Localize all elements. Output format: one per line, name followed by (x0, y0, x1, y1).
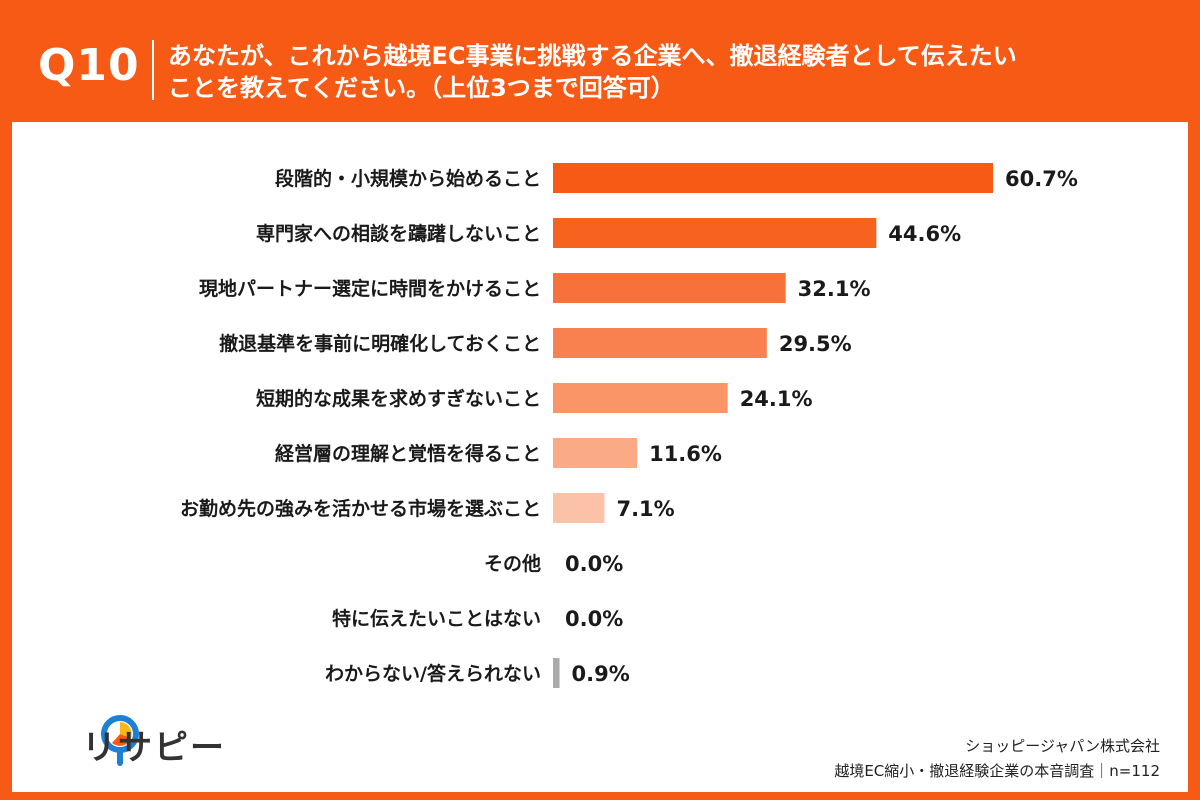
value-label: 0.9% (572, 662, 630, 686)
bar (553, 163, 993, 193)
value-label: 29.5% (779, 332, 852, 356)
value-label: 32.1% (798, 277, 871, 301)
company-name: ショッピージャパン株式会社 (965, 737, 1160, 755)
value-label: 7.1% (616, 497, 674, 521)
bar (553, 493, 605, 523)
bar (553, 273, 786, 303)
bar (553, 383, 728, 413)
bar (553, 328, 767, 358)
category-label: その他 (484, 552, 541, 575)
question-line-2: ことを教えてください。（上位3つまで回答可） (168, 74, 675, 102)
value-label: 0.0% (565, 607, 623, 631)
category-label: お勤め先の強みを活かせる市場を選ぶこと (180, 497, 541, 520)
category-label: 撤退基準を事前に明確化しておくこと (219, 332, 541, 355)
logo-text: リサピー (82, 728, 226, 768)
category-label: 短期的な成果を求めすぎないこと (256, 387, 541, 410)
survey-info: 越境EC縮小・撤退経験企業の本音調査｜n=112 (834, 762, 1160, 780)
category-label: 段階的・小規模から始めること (275, 167, 541, 190)
risapi-logo-icon (101, 715, 139, 766)
category-label: 現地パートナー選定に時間をかけること (199, 277, 541, 300)
value-label: 44.6% (888, 222, 961, 246)
value-label: 11.6% (649, 442, 722, 466)
question-text: あなたが、これから越境EC事業に挑戦する企業へ、撤退経験者として伝えたい ことを… (168, 40, 1168, 104)
value-label: 24.1% (740, 387, 813, 411)
bar-chart: 段階的・小規模から始めること 60.7% 専門家への相談を躊躇しないこと 44.6% 現… (180, 163, 1078, 688)
question-line-1: あなたが、これから越境EC事業に挑戦する企業へ、撤退経験者として伝えたい (168, 42, 1017, 70)
bar (553, 658, 560, 688)
header: Q10 あなたが、これから越境EC事業に挑戦する企業へ、撤退経験者として伝えたい… (0, 0, 1200, 122)
chart-panel: 段階的・小規模から始めること 60.7% 専門家への相談を躊躇しないこと 44.6% 現… (12, 122, 1188, 792)
value-label: 60.7% (1005, 167, 1078, 191)
category-label: 特に伝えたいことはない (332, 608, 541, 630)
category-label: 専門家への相談を躊躇しないこと (256, 222, 541, 245)
header-divider (152, 40, 154, 100)
bar (553, 218, 877, 248)
value-label: 0.0% (565, 552, 623, 576)
bar (553, 438, 638, 468)
category-label: 経営層の理解と覚悟を得ること (275, 442, 541, 465)
category-label: わからない/答えられない (325, 662, 541, 685)
question-number: Q10 (38, 40, 140, 91)
